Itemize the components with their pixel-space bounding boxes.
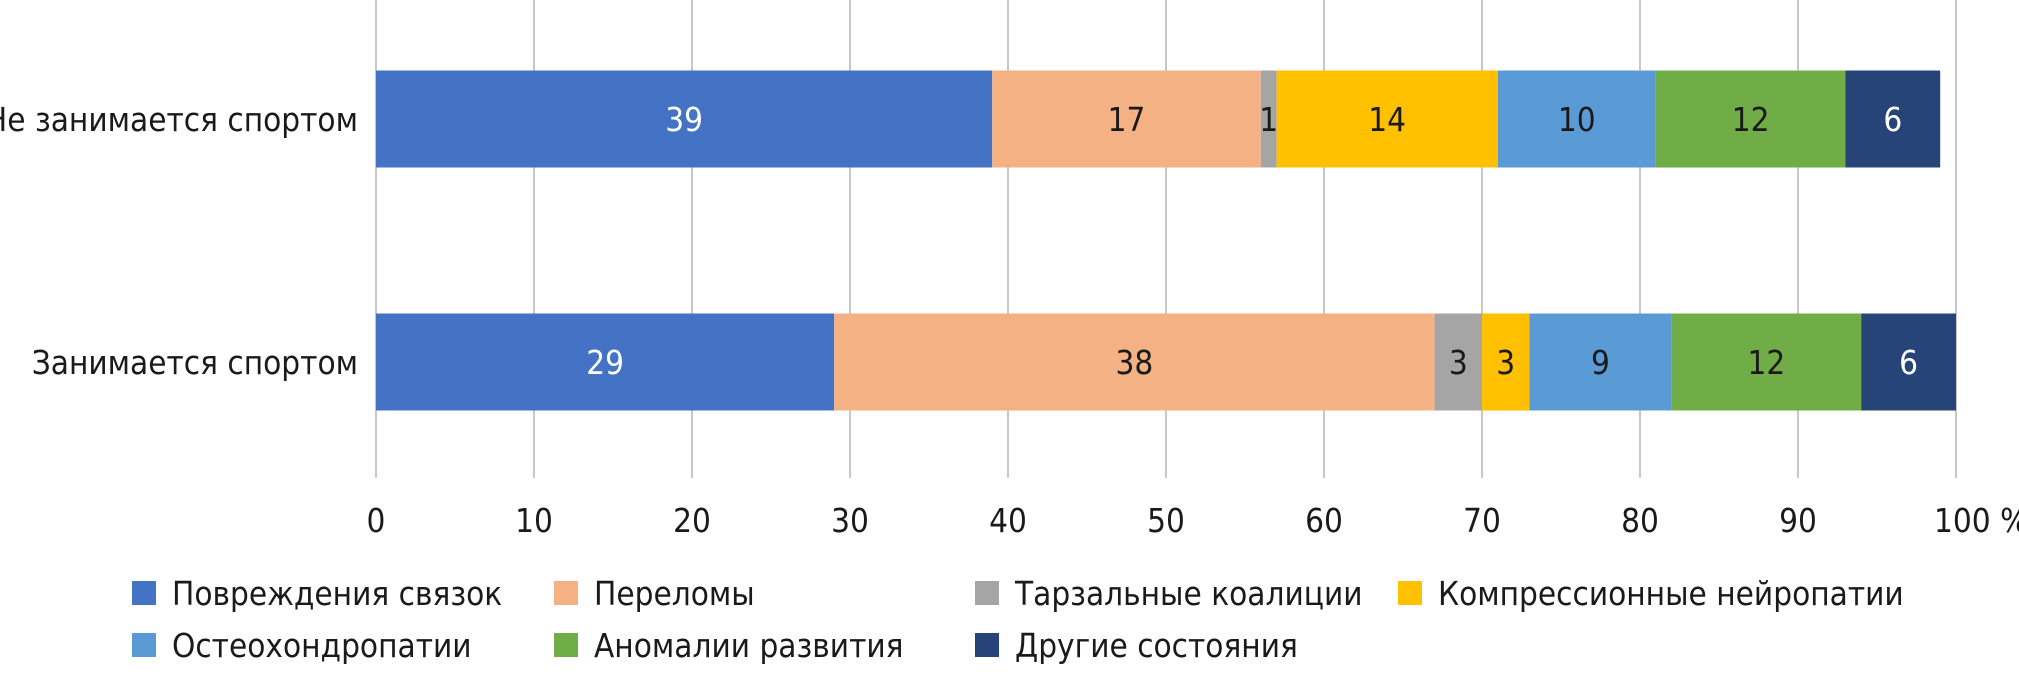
bar-segment: [376, 70, 993, 168]
x-tick-label: 0: [367, 501, 386, 540]
x-tick-label: 100 %: [1934, 501, 2019, 540]
bar-value-label: 9: [1591, 343, 1610, 382]
x-tick-label: 50: [1147, 501, 1185, 540]
bar-value-label: 3: [1496, 343, 1515, 382]
bar-segment: [1497, 70, 1656, 168]
category-label: Занимается спортом: [32, 343, 358, 382]
legend-item: Остеохондропатии: [132, 622, 472, 668]
bar-value-label: 10: [1558, 100, 1596, 139]
bar-value-label: 1: [1259, 100, 1278, 139]
bar-segment: [1482, 313, 1530, 411]
legend-swatch: [975, 633, 999, 657]
legend-swatch: [1398, 581, 1422, 605]
bar-segment: [1655, 70, 1846, 168]
category-labels: Не занимается спортом Занимается спортом: [0, 100, 358, 382]
bar-segment: [1276, 70, 1498, 168]
legend-swatch: [554, 633, 578, 657]
stacked-bar-chart: 39 17 1 14 10 12 629 38 3 3 9 12 6 Не занимается спо…: [0, 0, 2019, 540]
bar-value-label: 12: [1748, 343, 1786, 382]
legend-swatch: [554, 581, 578, 605]
bar-segment: [1861, 313, 1956, 411]
bars: 39 17 1 14 10 12 629 38 3 3 9 12 6: [376, 70, 1956, 411]
bar-value-label: 38: [1116, 343, 1154, 382]
bar-segment: [992, 70, 1261, 168]
legend-label: Аномалии развития: [594, 625, 904, 665]
legend-label: Другие состояния: [1015, 625, 1298, 665]
bar-segment: [1845, 70, 1941, 168]
bar-value-label: 12: [1732, 100, 1770, 139]
bar-segment: [1529, 313, 1672, 411]
bar-value-label: 39: [665, 100, 703, 139]
bar-value-label: 17: [1108, 100, 1146, 139]
legend-label: Компрессионные нейропатии: [1438, 573, 1904, 613]
x-tick-label: 40: [989, 501, 1027, 540]
x-tick-label: 30: [831, 501, 869, 540]
x-tick-label: 60: [1305, 501, 1343, 540]
legend-item: Аномалии развития: [554, 622, 904, 668]
bar-value-label: 6: [1883, 100, 1902, 139]
legend-label: Остеохондропатии: [172, 625, 472, 665]
bar-segment: [1260, 70, 1277, 168]
bar-segment: [1671, 313, 1862, 411]
bar-segment: [376, 313, 835, 411]
category-label: Не занимается спортом: [0, 100, 358, 139]
x-axis-ticks: 0 10 20 30 40 50 60 70 80 90 100 %: [367, 501, 2019, 540]
x-tick-label: 80: [1621, 501, 1659, 540]
bar-segment: [834, 313, 1435, 411]
legend-swatch: [132, 633, 156, 657]
bar-segment: [1434, 313, 1482, 411]
legend-item: Переломы: [554, 570, 755, 616]
legend-label: Повреждения связок: [172, 573, 503, 613]
bar-value-label: 29: [586, 343, 624, 382]
x-tick-label: 10: [515, 501, 553, 540]
x-tick-label: 20: [673, 501, 711, 540]
bar-value-label: 3: [1449, 343, 1468, 382]
legend-label: Тарзальные коалиции: [1015, 573, 1363, 613]
bar-value-label: 6: [1899, 343, 1918, 382]
x-tick-label: 90: [1779, 501, 1817, 540]
legend-item: Тарзальные коалиции: [975, 570, 1363, 616]
legend-label: Переломы: [594, 573, 755, 613]
x-tick-label: 70: [1463, 501, 1501, 540]
legend-swatch: [132, 581, 156, 605]
legend-item: Другие состояния: [975, 622, 1298, 668]
legend-item: Повреждения связок: [132, 570, 502, 616]
bar-value-label: 14: [1368, 100, 1406, 139]
legend: Повреждения связок Переломы Тарзальные коа…: [0, 570, 2019, 676]
legend-item: Компрессионные нейропатии: [1398, 570, 1904, 616]
legend-swatch: [975, 581, 999, 605]
